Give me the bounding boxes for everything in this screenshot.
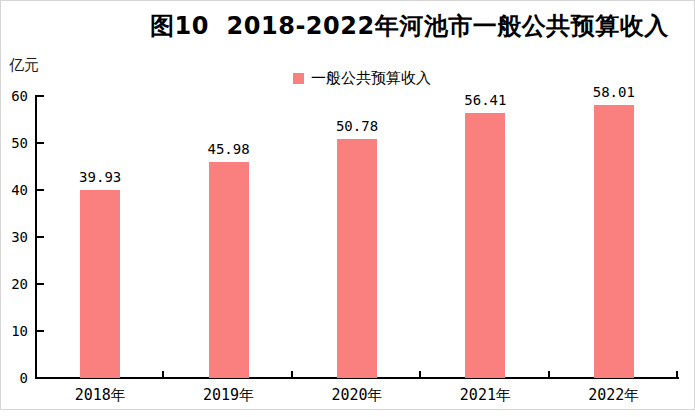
x-tick-label: 2021年 <box>430 387 540 403</box>
bar-value-label: 56.41 <box>440 92 530 108</box>
y-tick-label: 40 <box>2 182 28 198</box>
y-tick-label: 30 <box>2 229 28 245</box>
legend-label: 一般公共预算收入 <box>311 69 431 88</box>
x-tick <box>419 371 421 377</box>
y-tick <box>37 142 44 144</box>
y-tick <box>37 330 44 332</box>
y-tick <box>37 95 44 97</box>
y-tick-label: 50 <box>2 135 28 151</box>
x-tick <box>548 371 550 377</box>
y-tick-label: 0 <box>2 370 28 386</box>
bar-value-label: 50.78 <box>312 118 402 134</box>
y-tick-label: 60 <box>2 88 28 104</box>
x-tick-label: 2019年 <box>174 387 284 403</box>
y-tick <box>37 189 44 191</box>
x-tick-label: 2018年 <box>45 387 155 403</box>
y-tick-label: 10 <box>2 323 28 339</box>
x-tick-label: 2020年 <box>302 387 412 403</box>
y-tick <box>37 283 44 285</box>
legend: 一般公共预算收入 <box>293 69 431 88</box>
bar <box>209 162 249 378</box>
bar <box>337 139 377 378</box>
bar-chart-figure: 图10 2018-2022年河池市一般公共预算收入 亿元 一般公共预算收入 0 1… <box>0 0 695 417</box>
bar <box>594 105 634 378</box>
y-tick-label: 20 <box>2 276 28 292</box>
chart-title: 图10 2018-2022年河池市一般公共预算收入 <box>150 10 669 42</box>
bar <box>465 113 505 378</box>
bar-value-label: 39.93 <box>55 169 145 185</box>
legend-marker-icon <box>293 73 304 84</box>
x-tick <box>291 371 293 377</box>
y-axis-unit-label: 亿元 <box>9 56 39 75</box>
x-tick <box>676 371 678 377</box>
x-tick <box>162 371 164 377</box>
bar-value-label: 58.01 <box>569 84 659 100</box>
bar-value-label: 45.98 <box>184 141 274 157</box>
x-tick-label: 2022年 <box>559 387 669 403</box>
y-tick <box>37 236 44 238</box>
bar <box>80 190 120 378</box>
